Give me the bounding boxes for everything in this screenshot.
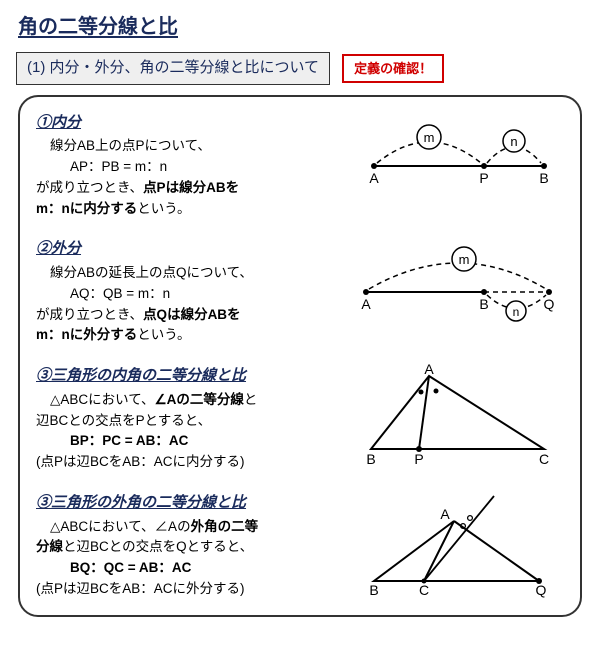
section-3-figure: A B P C	[354, 364, 564, 469]
section-2-line2a: が成り立つとき、	[36, 307, 143, 322]
section-1-text: ①内分 線分AB上の点Pについて、 AP：PB = m：n が成り立つとき、点P…	[36, 111, 354, 220]
section-2-line1: 線分ABの延長上の点Qについて、	[36, 263, 354, 284]
section-triangle-external-bisector: ③三角形の外角の二等分線と比 △ABCにおいて、∠Aの外角の二等 分線と辺BCと…	[36, 491, 564, 601]
fig1-A: A	[369, 170, 379, 186]
fig4-Q: Q	[536, 582, 547, 598]
section-1-line2: が成り立つとき、点Pは線分ABを	[36, 178, 354, 199]
fig2-A: A	[361, 296, 371, 312]
fig4-A: A	[440, 506, 450, 522]
fig1-m: m	[424, 130, 435, 145]
section-1-line3a: m：nに内分する	[36, 201, 137, 216]
section-1-line2a: が成り立つとき、	[36, 180, 143, 195]
definition-badge: 定義の確認！	[342, 54, 444, 84]
fig2-m: m	[459, 252, 470, 267]
fig3-B: B	[366, 451, 375, 467]
section-1-line2b: 点Pは線分ABを	[143, 180, 239, 195]
section-1-line3: m：nに内分するという。	[36, 199, 354, 220]
content-frame: ①内分 線分AB上の点Pについて、 AP：PB = m：n が成り立つとき、点P…	[18, 95, 582, 618]
section-4-line1a: △ABCにおいて、∠Aの	[50, 519, 191, 534]
section-triangle-internal-bisector: ③三角形の内角の二等分線と比 △ABCにおいて、∠Aの二等分線と 辺BCとの交点…	[36, 364, 564, 473]
section-1-heading: ①内分	[36, 111, 354, 134]
section-2-figure: A B Q m n	[354, 237, 564, 327]
section-3-line1a: △ABCにおいて、	[50, 392, 155, 407]
page-title: 角の二等分線と比	[12, 12, 588, 42]
subheader-box: (1) 内分・外分、角の二等分線と比について	[16, 52, 330, 85]
section-2-line3b: という。	[137, 327, 190, 342]
section-4-line1b: 外角の二等	[191, 519, 259, 534]
section-3-eq: BP：PC = AB：AC	[36, 431, 354, 452]
section-2-text: ②外分 線分ABの延長上の点Qについて、 AQ：QB = m：n が成り立つとき…	[36, 237, 354, 346]
section-1-figure: A P B m n	[354, 111, 564, 191]
subheader-row: (1) 内分・外分、角の二等分線と比について 定義の確認！	[12, 52, 588, 85]
section-2-line2b: 点Qは線分ABを	[143, 307, 241, 322]
fig2-B: B	[479, 296, 488, 312]
section-2-line2: が成り立つとき、点Qは線分ABを	[36, 305, 354, 326]
section-external-division: ②外分 線分ABの延長上の点Qについて、 AQ：QB = m：n が成り立つとき…	[36, 237, 564, 346]
section-3-text: ③三角形の内角の二等分線と比 △ABCにおいて、∠Aの二等分線と 辺BCとの交点…	[36, 364, 354, 473]
fig1-P: P	[479, 170, 488, 186]
section-4-line2b: と辺BCとの交点をQとすると、	[63, 539, 253, 554]
section-2-heading: ②外分	[36, 237, 354, 260]
section-4-heading: ③三角形の外角の二等分線と比	[36, 491, 354, 514]
section-4-line1: △ABCにおいて、∠Aの外角の二等	[36, 517, 354, 538]
fig1-n: n	[510, 134, 517, 149]
section-4-figure: A B C Q	[354, 491, 564, 601]
section-4-line2a: 分線	[36, 539, 63, 554]
fig3-A: A	[424, 364, 434, 377]
section-1-line3b: という。	[137, 201, 190, 216]
fig3-C: C	[539, 451, 549, 467]
section-3-line2: 辺BCとの交点をPとすると、	[36, 411, 354, 432]
section-1-eq: AP：PB = m：n	[36, 157, 354, 178]
section-4-note: (点Pは辺BCをAB：ACに外分する)	[36, 579, 354, 600]
section-3-line1: △ABCにおいて、∠Aの二等分線と	[36, 390, 354, 411]
fig2-n: n	[513, 305, 520, 319]
section-internal-division: ①内分 線分AB上の点Pについて、 AP：PB = m：n が成り立つとき、点P…	[36, 111, 564, 220]
section-3-heading: ③三角形の内角の二等分線と比	[36, 364, 354, 387]
fig4-C: C	[419, 582, 429, 598]
section-2-line3a: m：nに外分する	[36, 327, 137, 342]
section-2-line3: m：nに外分するという。	[36, 325, 354, 346]
section-4-line2: 分線と辺BCとの交点をQとすると、	[36, 537, 354, 558]
section-4-text: ③三角形の外角の二等分線と比 △ABCにおいて、∠Aの外角の二等 分線と辺BCと…	[36, 491, 354, 600]
section-1-line1: 線分AB上の点Pについて、	[36, 136, 354, 157]
fig2-Q: Q	[544, 296, 555, 312]
section-2-eq: AQ：QB = m：n	[36, 284, 354, 305]
section-3-line1c: と	[244, 392, 258, 407]
fig4-B: B	[369, 582, 378, 598]
fig3-P: P	[414, 451, 423, 467]
fig1-B: B	[539, 170, 548, 186]
section-3-note: (点Pは辺BCをAB：ACに内分する)	[36, 452, 354, 473]
section-3-line1b: ∠Aの二等分線	[155, 392, 244, 407]
section-4-eq: BQ：QC = AB：AC	[36, 558, 354, 579]
